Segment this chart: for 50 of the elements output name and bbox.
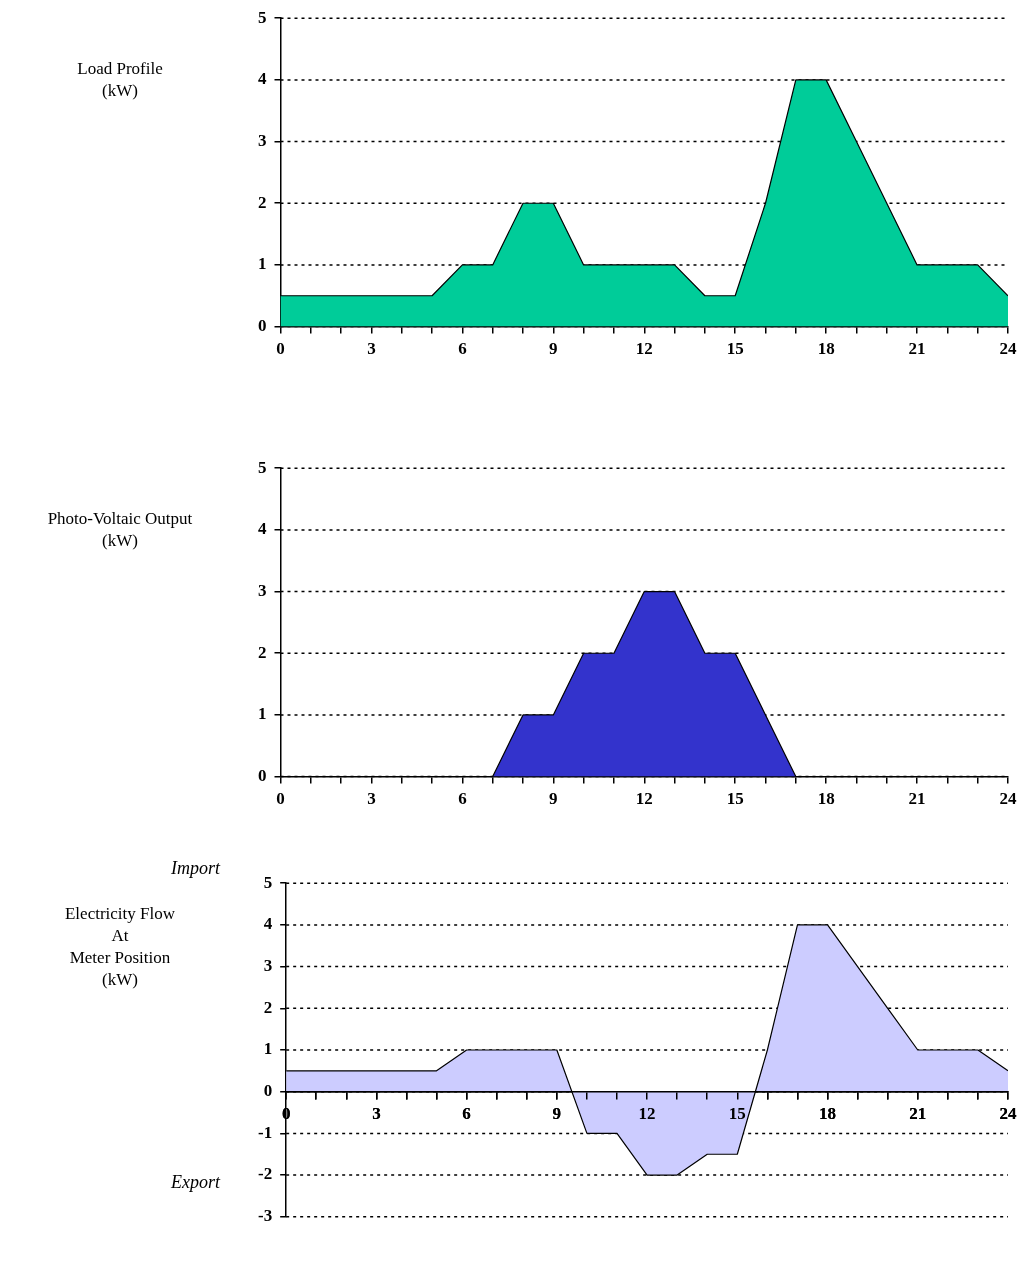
- y-tick-label: 5: [258, 7, 267, 27]
- y-tick-label: 3: [258, 130, 267, 150]
- y-tick-label: 0: [263, 1081, 273, 1101]
- text: Export: [170, 1171, 220, 1193]
- y-tick-label: 1: [258, 704, 267, 724]
- y-axis-title: Electricity Flow At Meter Position (kW): [64, 903, 176, 992]
- y-tick-label: 3: [258, 580, 267, 600]
- x-tick-label: 18: [817, 339, 835, 359]
- y-tick-label: 2: [258, 192, 267, 212]
- y-tick-label: 4: [258, 519, 267, 539]
- x-tick-label: 15: [728, 1104, 746, 1124]
- x-tick-label: 9: [549, 789, 558, 809]
- x-tick-label: 9: [549, 339, 558, 359]
- x-tick-label: 24: [999, 1104, 1017, 1124]
- y-tick-label: 1: [263, 1039, 273, 1059]
- y-axis-title: Load Profile (kW): [76, 58, 164, 103]
- x-tick-label: 12: [635, 339, 653, 359]
- y-tick-label: 4: [263, 914, 273, 934]
- y-tick-label: -3: [257, 1206, 273, 1226]
- y-tick-label: 0: [258, 765, 267, 785]
- x-tick-label: 24: [999, 339, 1017, 359]
- x-tick-label: 21: [908, 339, 926, 359]
- x-tick-label: 24: [999, 789, 1017, 809]
- x-tick-label: 9: [552, 1104, 562, 1124]
- x-tick-label: 15: [726, 789, 744, 809]
- x-tick-label: 15: [726, 339, 744, 359]
- x-tick-label: 6: [462, 1104, 471, 1124]
- y-tick-label: 1: [258, 254, 267, 274]
- text: Import: [170, 858, 220, 880]
- y-tick-label: 3: [263, 955, 273, 975]
- x-tick-label: 3: [367, 789, 376, 809]
- y-tick-label: 0: [258, 315, 267, 335]
- x-tick-label: 3: [372, 1104, 381, 1124]
- x-tick-label: 12: [638, 1104, 656, 1124]
- x-tick-label: 3: [367, 339, 376, 359]
- x-tick-label: 21: [909, 1104, 927, 1124]
- x-tick-label: 18: [817, 789, 835, 809]
- x-tick-label: 18: [819, 1104, 837, 1124]
- y-axis-title: Photo-Voltaic Output (kW): [46, 508, 194, 553]
- x-tick-label: 12: [635, 789, 653, 809]
- y-tick-label: 2: [258, 642, 267, 662]
- y-tick-label: 5: [263, 872, 273, 892]
- x-tick-label: 6: [458, 789, 467, 809]
- y-tick-label: -2: [257, 1164, 273, 1184]
- x-tick-label: 21: [908, 789, 926, 809]
- y-tick-label: 2: [263, 997, 273, 1017]
- y-tick-label: 5: [258, 457, 267, 477]
- x-tick-label: 6: [458, 339, 467, 359]
- y-tick-label: 4: [258, 69, 267, 89]
- y-tick-label: -1: [257, 1122, 273, 1142]
